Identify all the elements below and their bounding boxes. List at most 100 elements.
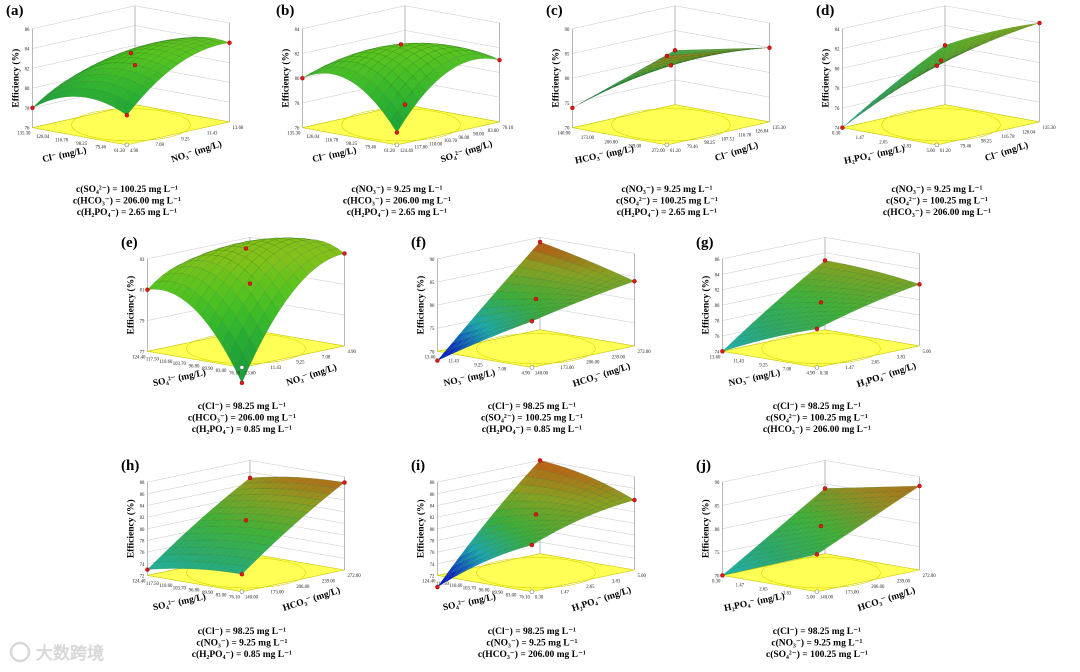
floor-point: [664, 142, 670, 148]
z-tick-label: 78: [430, 539, 435, 544]
z-tick-label: 83: [140, 258, 145, 263]
panel-label: (f): [411, 235, 426, 251]
panel-label: (h): [121, 458, 139, 474]
y-tick-label: 126.04: [755, 130, 769, 135]
z-axis-title: Efficiency (%): [550, 49, 561, 108]
design-point: [243, 518, 249, 523]
x-tick-label: 2.65: [879, 140, 888, 145]
y-tick-label: 61.20: [670, 149, 681, 154]
design-point: [822, 486, 828, 491]
z-tick-label: 70: [565, 127, 570, 132]
z-tick-label: 79: [140, 320, 145, 325]
panel-label: (b): [276, 3, 294, 19]
design-point: [239, 572, 245, 577]
fixed-condition-text: c(NO₃⁻) = 9.25 mg L⁻¹: [196, 638, 287, 649]
z-tick-label: 74: [715, 350, 720, 355]
design-point: [124, 113, 130, 118]
design-point: [934, 63, 940, 68]
y-tick-label: 4.90: [130, 149, 139, 154]
y-tick-label: 98.25: [704, 141, 715, 146]
y-tick-label: 107.51: [721, 137, 735, 142]
fixed-condition-text: c(HCO₃⁻) = 206.00 mg L⁻¹: [73, 196, 181, 207]
design-point: [132, 62, 138, 68]
x-tick-label: 126.04: [36, 135, 50, 140]
design-point: [145, 567, 150, 572]
surface-facet: [330, 248, 345, 256]
floor-plane: [722, 553, 920, 593]
x-tick-label: 110.60: [159, 360, 173, 365]
fixed-condition-text: c(H₂PO₄⁻) = 0.85 mg L⁻¹: [192, 649, 292, 660]
contour-line: [761, 333, 881, 364]
x-tick-label: 103.70: [173, 586, 187, 591]
floor-plane: [722, 329, 920, 368]
y-tick-label: 11.43: [271, 366, 282, 371]
y-tick-label: 173.00: [846, 590, 860, 595]
design-point: [767, 45, 772, 50]
x-tick-label: 117.50: [146, 358, 160, 363]
x-tick-label: 135.30: [287, 132, 301, 137]
design-point: [632, 279, 637, 284]
x-tick-label: 124.40: [132, 579, 146, 584]
x-tick-label: 13.60: [425, 355, 436, 360]
panel-label: (a): [6, 3, 24, 19]
z-tick-label: 85: [565, 52, 570, 57]
design-point: [1037, 20, 1042, 26]
z-tick-label: 78: [835, 87, 840, 92]
z-tick-label: 76: [835, 107, 840, 112]
design-point: [814, 326, 820, 332]
design-point: [917, 282, 922, 287]
y-axis-title: H₂PO₄⁻ (mg/L): [856, 360, 918, 390]
z-tick-label: 74: [430, 563, 435, 568]
x-tick-label: 11.43: [448, 359, 459, 364]
fixed-condition-text: c(SO₄²⁻) = 100.25 mg L⁻¹: [886, 196, 988, 207]
z-tick-label: 77: [140, 350, 145, 355]
x-tick-label: 2.65: [759, 588, 768, 593]
y-tick-label: 13.60: [245, 371, 256, 376]
fixed-condition-text: c(HCO₃⁻) = 206.00 mg L⁻¹: [478, 649, 586, 660]
floor-point: [529, 589, 535, 594]
z-tick-label: 78: [140, 539, 145, 544]
z-tick-label: 72: [430, 574, 435, 579]
fixed-condition-text: c(Cl⁻) = 98.25 mg L⁻¹: [198, 626, 286, 637]
x-tick-label: 11.43: [733, 359, 744, 364]
y-tick-label: 116.78: [1001, 135, 1015, 140]
y-tick-label: 239.00: [897, 579, 911, 584]
fixed-condition-text: c(SO₄²⁻) = 100.25 mg L⁻¹: [766, 649, 868, 660]
watermark-logo-icon: [9, 641, 31, 663]
x-axis-title: SO₄²⁻ (mg/L): [152, 591, 207, 613]
panel-label: (i): [411, 458, 425, 474]
x-tick-label: 83.00: [506, 593, 517, 598]
x-tick-label: 98.25: [76, 142, 87, 147]
floor-point: [239, 589, 245, 594]
y-tick-label: 135.30: [773, 126, 787, 131]
z-gridline: [32, 5, 230, 29]
x-tick-label: 7.08: [783, 367, 792, 372]
x-tick-label: 83.00: [216, 593, 227, 598]
panel-label: (c): [546, 3, 563, 19]
x-tick-label: 9.25: [474, 363, 483, 368]
x-tick-label: 117.50: [146, 582, 160, 587]
floor-point: [529, 365, 535, 370]
y-tick-label: 206.00: [296, 585, 310, 590]
z-tick-label: 90: [565, 28, 570, 33]
fixed-condition-text: c(SO₄²⁻) = 100.25 mg L⁻¹: [616, 196, 718, 207]
x-axis-title: SO₄²⁻ (mg/L): [152, 367, 207, 389]
design-point: [942, 43, 948, 48]
y-tick-label: 140.00: [535, 371, 549, 376]
y-axis-title: NO₃⁻ (mg/L): [170, 139, 223, 166]
y-tick-label: 103.70: [444, 139, 458, 144]
design-point: [822, 258, 828, 263]
y-tick-label: 7.08: [322, 355, 331, 360]
z-tick-label: 76: [430, 551, 435, 556]
y-tick-label: 79.46: [687, 145, 698, 150]
fixed-condition-text: c(NO₃⁻) = 9.25 mg L⁻¹: [621, 184, 712, 195]
y-tick-label: 206.00: [871, 585, 885, 590]
z-tick-label: 78: [715, 320, 720, 325]
surface-plot-a: 76 78 80 82 84 86 Efficiency (%) 61.20 79.46 98.2…: [6, 3, 244, 218]
floor-plane: [842, 104, 1040, 146]
x-tick-label: 5.00: [926, 149, 935, 154]
z-tick-label: 86: [25, 28, 30, 33]
y-tick-label: 173.00: [271, 590, 285, 595]
y-axis-title: NO₃⁻ (mg/L): [285, 362, 338, 389]
y-tick-label: 110.00: [429, 142, 443, 147]
